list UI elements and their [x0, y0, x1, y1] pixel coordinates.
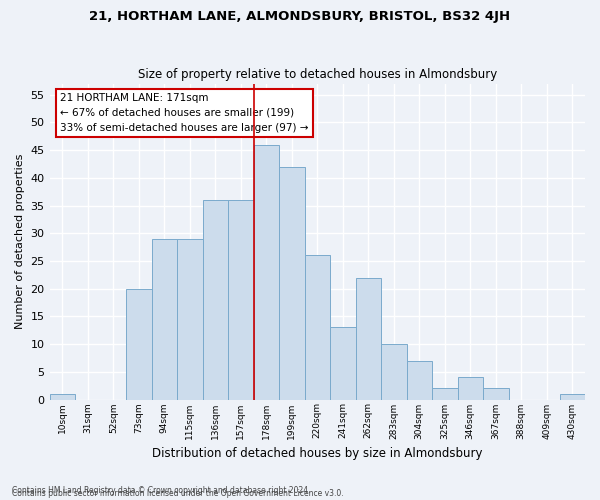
- Bar: [483, 388, 509, 400]
- Bar: [152, 239, 177, 400]
- Bar: [560, 394, 585, 400]
- Text: 21 HORTHAM LANE: 171sqm
← 67% of detached houses are smaller (199)
33% of semi-d: 21 HORTHAM LANE: 171sqm ← 67% of detache…: [60, 93, 309, 132]
- Bar: [254, 144, 279, 400]
- Title: Size of property relative to detached houses in Almondsbury: Size of property relative to detached ho…: [137, 68, 497, 81]
- Bar: [203, 200, 228, 400]
- Bar: [330, 328, 356, 400]
- Bar: [407, 360, 432, 400]
- Bar: [381, 344, 407, 400]
- Bar: [126, 288, 152, 400]
- Bar: [50, 394, 75, 400]
- Bar: [356, 278, 381, 400]
- Text: Contains public sector information licensed under the Open Government Licence v3: Contains public sector information licen…: [12, 488, 344, 498]
- Text: Contains HM Land Registry data © Crown copyright and database right 2024.: Contains HM Land Registry data © Crown c…: [12, 486, 311, 495]
- Bar: [177, 239, 203, 400]
- Bar: [279, 166, 305, 400]
- X-axis label: Distribution of detached houses by size in Almondsbury: Distribution of detached houses by size …: [152, 447, 482, 460]
- Y-axis label: Number of detached properties: Number of detached properties: [15, 154, 25, 329]
- Bar: [432, 388, 458, 400]
- Bar: [228, 200, 254, 400]
- Bar: [305, 256, 330, 400]
- Bar: [458, 378, 483, 400]
- Text: 21, HORTHAM LANE, ALMONDSBURY, BRISTOL, BS32 4JH: 21, HORTHAM LANE, ALMONDSBURY, BRISTOL, …: [89, 10, 511, 23]
